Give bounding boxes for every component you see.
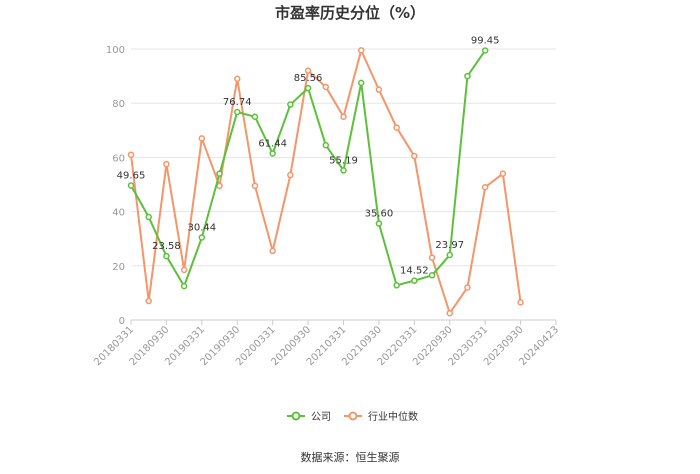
data-point	[234, 108, 241, 116]
data-point	[411, 152, 418, 160]
data-label: 55.19	[329, 155, 358, 166]
y-axis: 0 20 40 60 80 100	[106, 45, 125, 327]
data-point	[251, 113, 259, 120]
data-labels: 49.65 23.58 30.44 76.74 61.44 85.56 55.19 35.60…	[117, 35, 500, 276]
legend-marker-company	[291, 411, 301, 421]
series-industry	[127, 47, 524, 317]
data-point	[322, 141, 330, 149]
data-point	[393, 282, 400, 289]
series-layer	[127, 47, 524, 317]
data-point	[375, 220, 383, 227]
chart-title: 市盈率历史分位（%）	[275, 4, 425, 22]
data-source: 数据来源：恒生聚源	[301, 450, 400, 464]
y-tick-label: 20	[112, 262, 125, 273]
y-tick-label: 60	[112, 153, 125, 164]
legend-item-industry[interactable]: 行业中位数	[344, 410, 418, 423]
data-point	[216, 182, 223, 190]
data-point	[357, 79, 365, 87]
data-point	[269, 150, 276, 157]
data-point	[304, 84, 312, 92]
data-label: 99.45	[471, 35, 500, 46]
data-point	[411, 277, 418, 284]
data-point	[393, 124, 400, 131]
y-tick-label: 40	[112, 208, 125, 219]
data-label: 14.52	[400, 266, 429, 277]
data-point	[163, 160, 170, 168]
legend-marker-industry	[348, 411, 358, 421]
y-tick-label: 100	[106, 45, 125, 56]
data-point	[287, 171, 294, 179]
legend[interactable]: 公司 行业中位数	[287, 410, 418, 423]
data-point	[428, 254, 436, 261]
data-point	[375, 86, 383, 93]
data-point	[287, 101, 294, 108]
data-point	[234, 75, 241, 83]
data-point	[340, 167, 347, 174]
data-label: 23.97	[435, 240, 464, 251]
data-point	[446, 251, 453, 259]
data-label: 61.44	[258, 138, 287, 149]
data-point	[127, 151, 135, 158]
data-point	[517, 299, 524, 306]
data-label: 23.58	[152, 241, 181, 252]
x-axis: 2018033120180930201903312019093020200331…	[92, 319, 561, 368]
data-point	[481, 183, 489, 191]
data-point	[127, 182, 135, 189]
data-point	[163, 252, 170, 260]
data-point	[198, 234, 206, 241]
data-point	[322, 83, 330, 91]
data-point	[464, 284, 471, 291]
legend-item-company[interactable]: 公司	[287, 411, 331, 423]
y-tick-label: 80	[112, 99, 125, 110]
data-point	[145, 297, 152, 305]
data-point	[304, 67, 312, 74]
data-point	[145, 213, 152, 221]
data-label: 49.65	[117, 170, 146, 181]
data-label: 85.56	[294, 73, 323, 84]
data-point	[198, 135, 206, 142]
data-point	[251, 182, 259, 190]
data-point	[464, 72, 471, 80]
y-tick-label: 0	[119, 316, 125, 327]
data-label: 76.74	[223, 97, 252, 108]
data-label: 35.60	[365, 209, 394, 220]
legend-label-industry: 行业中位数	[368, 410, 418, 423]
data-point	[340, 113, 347, 120]
data-point	[269, 247, 276, 255]
data-point	[180, 282, 188, 290]
legend-label-company: 公司	[311, 412, 331, 423]
data-point	[216, 170, 223, 177]
data-point	[499, 170, 507, 177]
series-company	[127, 47, 489, 290]
data-point	[428, 272, 436, 279]
data-point	[180, 266, 188, 274]
data-point	[446, 309, 453, 317]
data-label: 30.44	[188, 223, 217, 234]
data-point	[357, 47, 365, 54]
data-point	[481, 47, 489, 54]
